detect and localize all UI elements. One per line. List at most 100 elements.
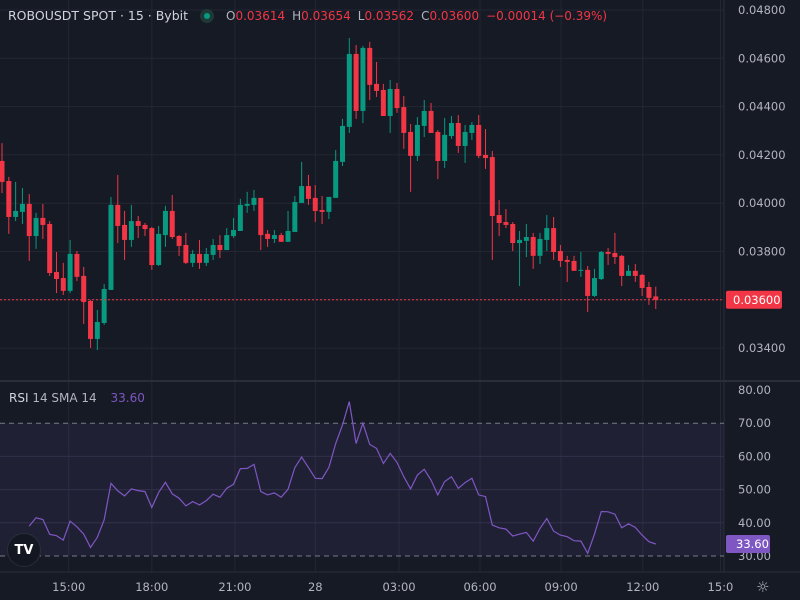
candle-body	[190, 253, 196, 263]
candle-body	[305, 186, 311, 199]
symbol-title[interactable]: ROBOUSDT SPOT · 15 · Bybit	[8, 8, 189, 23]
candle-body	[210, 244, 216, 255]
candle	[653, 286, 659, 309]
candle-body	[299, 186, 305, 203]
candle	[374, 61, 380, 97]
candle	[517, 230, 523, 287]
candle-body	[353, 53, 359, 111]
candle	[135, 215, 141, 238]
candle-body	[244, 203, 250, 206]
candle-body	[217, 244, 223, 251]
candle-body	[122, 224, 128, 240]
candle	[271, 230, 277, 244]
price-tick-label: 0.04800	[738, 3, 786, 17]
candle-body	[156, 233, 162, 266]
rsi-tick-label: 80.00	[738, 383, 771, 397]
candle-body	[551, 228, 557, 252]
candle	[169, 194, 175, 239]
candle-body	[530, 237, 536, 256]
candle	[265, 230, 271, 247]
candle-body	[6, 180, 12, 217]
candle	[346, 38, 352, 133]
grid-lines	[0, 0, 724, 572]
time-tick-label: 15:00	[52, 580, 85, 594]
candle	[626, 265, 632, 276]
candle	[47, 221, 53, 276]
candle-body	[94, 322, 100, 339]
candle	[210, 238, 216, 260]
candle-body	[523, 237, 529, 241]
rsi-legend[interactable]: RSI 14 SMA 14 33.60	[9, 391, 145, 405]
candle-body	[394, 88, 400, 109]
candle	[60, 262, 66, 295]
candle	[442, 117, 448, 168]
candle	[101, 283, 107, 325]
candle-body	[632, 270, 638, 276]
price-tick-label: 0.04600	[738, 51, 786, 65]
candle-body	[162, 210, 168, 236]
candle	[448, 116, 454, 139]
time-tick-label: 06:00	[463, 580, 496, 594]
candle-body	[517, 239, 523, 244]
candle	[557, 244, 563, 267]
tradingview-logo[interactable]: TV	[7, 533, 41, 567]
candle-body	[237, 204, 243, 231]
candle-body	[612, 252, 618, 258]
candle	[81, 266, 87, 324]
candle	[340, 118, 345, 167]
price-tick-label: 0.04200	[738, 148, 786, 162]
candle	[312, 185, 318, 223]
candle	[6, 176, 12, 234]
candle-body	[169, 210, 175, 238]
candle-body	[653, 296, 659, 300]
candle-body	[476, 124, 482, 156]
candle	[299, 161, 305, 203]
candle-body	[224, 235, 230, 251]
candle	[128, 204, 134, 247]
candle	[74, 251, 80, 281]
price-tick-label: 0.03800	[738, 245, 786, 259]
candle	[26, 194, 32, 261]
candle-body	[196, 253, 202, 263]
candle	[414, 116, 420, 161]
candle	[476, 115, 482, 159]
candle-body	[380, 89, 386, 117]
candle-body	[340, 125, 345, 162]
chart-settings-icon[interactable]: ☼	[756, 578, 770, 596]
candle	[149, 226, 155, 270]
time-tick-label: 12:00	[626, 580, 659, 594]
low-value: L0.03562	[357, 8, 415, 23]
candle-body	[47, 223, 53, 273]
candle-body	[19, 203, 25, 212]
candle-body	[81, 275, 87, 302]
candle-body	[285, 230, 291, 242]
candle-body	[142, 224, 148, 230]
candle	[503, 208, 509, 229]
candle	[469, 122, 475, 140]
change-value: −0.00014 (−0.39%)	[486, 8, 608, 23]
candle	[115, 174, 121, 244]
candle	[544, 215, 550, 252]
candle-body	[135, 221, 141, 226]
candle-body	[40, 217, 46, 225]
candle	[612, 232, 618, 265]
time-axis[interactable]: 15:00 18:00 21:00 28 03:00 06:00 09:00 12:00 15:…	[52, 580, 733, 594]
candle-body	[571, 260, 577, 271]
time-tick-label: 28	[308, 580, 323, 594]
time-tick-label: 03:00	[382, 580, 415, 594]
candle-body	[333, 160, 339, 198]
candle	[108, 196, 114, 290]
candle-body	[639, 274, 645, 288]
price-tick-label: 0.03400	[738, 341, 786, 355]
price-axis[interactable]: 0.04800 0.04600 0.04400 0.04200 0.04000 0.038…	[738, 3, 786, 355]
time-tick-label: 15:0	[708, 580, 734, 594]
candle-body	[74, 253, 80, 277]
candle	[237, 198, 243, 231]
rsi-params: 14 SMA 14	[32, 391, 97, 405]
candle	[632, 264, 638, 282]
candle	[67, 239, 73, 294]
candle-body	[367, 47, 373, 85]
candle	[605, 247, 611, 266]
